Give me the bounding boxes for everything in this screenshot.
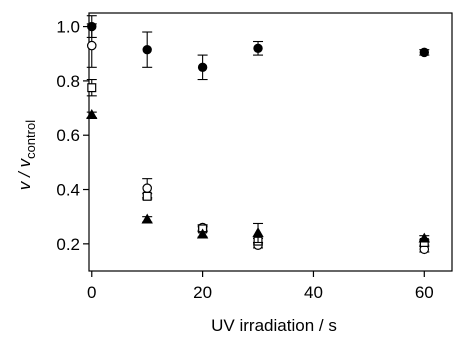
y-tick-label: 0.8	[56, 72, 80, 91]
series-filled-circle	[86, 15, 430, 81]
y-tick-label: 0.4	[56, 181, 80, 200]
y-axis-title-main: v / v	[15, 157, 34, 190]
y-axis-title: v / vcontrol	[15, 120, 38, 190]
y-axis-ticks: 0.2 0.4 0.6 0.8 1.0	[56, 18, 89, 254]
data-point	[142, 183, 152, 193]
x-tick-label: 20	[193, 283, 212, 302]
plot-frame	[88, 12, 453, 272]
data-point	[196, 228, 209, 239]
x-tick-label: 40	[304, 283, 323, 302]
series-open-circle	[86, 23, 430, 255]
x-tick-label: 0	[87, 283, 96, 302]
y-tick-label: 0.6	[56, 126, 80, 145]
data-point	[418, 232, 430, 243]
data-point	[197, 62, 208, 73]
plot-border	[88, 12, 453, 272]
x-tick-label: 60	[415, 283, 434, 302]
series-filled-triangle	[86, 109, 430, 244]
data-point	[142, 44, 152, 55]
x-axis-title: UV irradiation / s	[211, 316, 337, 335]
data-point	[419, 47, 429, 58]
data-point	[86, 109, 98, 119]
data-point	[253, 43, 263, 54]
y-axis-title-subscript: control	[23, 120, 38, 159]
data-point	[142, 191, 152, 201]
data-point	[86, 40, 97, 51]
data-series	[86, 15, 430, 255]
x-axis-ticks: 0 20 40 60	[87, 271, 434, 302]
data-point	[141, 213, 153, 224]
y-tick-label: 0.2	[56, 235, 80, 254]
data-point	[252, 227, 264, 238]
data-point	[87, 83, 97, 93]
series-open-square	[86, 78, 430, 247]
y-tick-label: 1.0	[56, 18, 80, 37]
